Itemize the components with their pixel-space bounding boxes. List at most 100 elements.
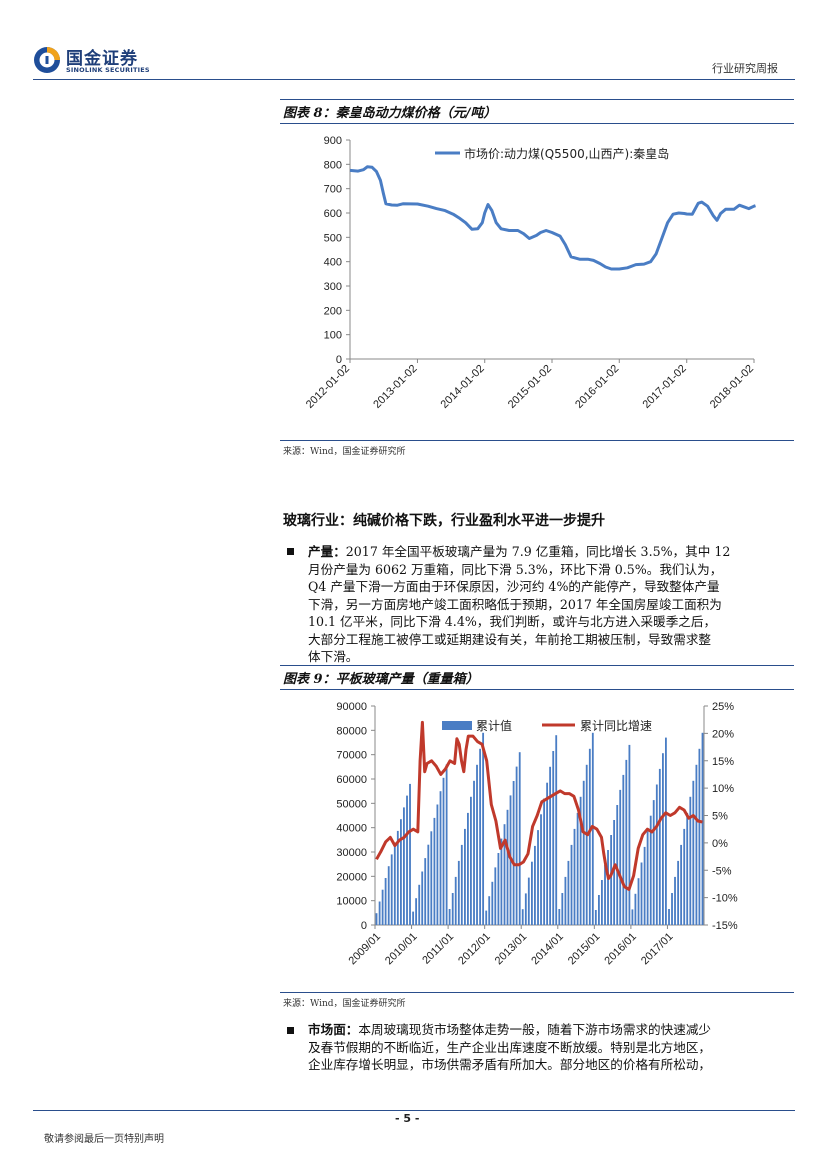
cumulative-bar: [643, 846, 646, 925]
y-tick-label: 600: [324, 208, 342, 220]
cumulative-bar: [381, 889, 384, 925]
cumulative-bar: [534, 845, 536, 925]
cumulative-bar: [686, 812, 689, 925]
left-tick-label: 60000: [336, 774, 367, 786]
x-tick-label: 2012-01-02: [304, 363, 352, 411]
y-tick-label: 800: [324, 159, 342, 171]
glass-output-chart: 0 10000 20000 30000 40000 50000 60000 70000 8000…: [336, 701, 738, 968]
cumulative-bar: [418, 884, 421, 925]
cumulative-bar: [503, 824, 506, 925]
paragraph-line: 月份产量为 6062 万重箱，同比下滑 5.3%，环比下滑 0.5%。我们认为，: [308, 561, 723, 577]
paragraph-line: 10.1 亿平米，同比下滑 4.4%，我们判断，或许与北方进入采暖季之后，: [308, 614, 717, 629]
cumulative-bar: [665, 737, 667, 925]
y-tick-label: 700: [324, 184, 342, 196]
cumulative-bar: [515, 766, 518, 925]
x-tick-label: 2015-01-02: [506, 363, 554, 411]
cumulative-bar: [649, 815, 652, 925]
right-tick-label: -5%: [712, 865, 732, 877]
cumulative-bar: [607, 850, 609, 925]
production-label: 产量：: [308, 544, 346, 559]
y-tick-label: 900: [324, 135, 342, 147]
bullet-square-icon: [287, 1027, 294, 1034]
right-tick-label: 10%: [712, 783, 734, 795]
x-tick-label: 2016-01-02: [573, 363, 621, 411]
x-tick-label: 2014/01: [529, 931, 566, 968]
figure-9-source: 来源：Wind，国金证券研究所: [283, 999, 406, 1009]
cumulative-bar: [683, 828, 686, 925]
x-tick-label: 2016/01: [602, 931, 639, 968]
cumulative-bar: [476, 764, 478, 925]
cumulative-bar: [396, 830, 399, 925]
cumulative-bar: [460, 844, 463, 925]
cumulative-bar: [658, 768, 661, 925]
cumulative-bar: [448, 909, 451, 925]
x-tick-label: 2017/01: [639, 931, 676, 968]
cumulative-bar: [582, 780, 585, 925]
right-tick-label: -15%: [712, 920, 738, 932]
x-tick-label: 2017-01-02: [641, 363, 689, 411]
cumulative-bar: [543, 798, 546, 925]
cumulative-bar: [585, 764, 588, 925]
cumulative-bar: [473, 780, 475, 925]
y-tick-label: 300: [324, 281, 342, 293]
cumulative-bar: [521, 909, 524, 925]
cumulative-bar: [424, 858, 427, 925]
cumulative-bar: [442, 777, 445, 925]
cumulative-bar: [561, 893, 564, 925]
cumulative-bar: [573, 828, 576, 925]
left-tick-label: 20000: [336, 871, 367, 883]
cumulative-bar: [445, 764, 448, 925]
cumulative-bar: [598, 895, 600, 925]
left-tick-label: 0: [361, 920, 367, 932]
cumulative-bar: [436, 804, 439, 925]
figure-8-top-rule: [280, 99, 794, 100]
cumulative-bar: [616, 805, 619, 925]
cumulative-bar: [613, 820, 616, 925]
cumulative-bar: [564, 876, 567, 925]
cumulative-bar: [403, 807, 405, 925]
cumulative-bar: [546, 782, 549, 925]
legend-line-label: 累计同比增速: [580, 719, 652, 733]
cumulative-bar: [430, 831, 433, 925]
cumulative-bar: [375, 913, 378, 925]
cumulative-bar: [454, 876, 457, 925]
cumulative-bar: [482, 732, 485, 925]
cumulative-bar: [555, 735, 558, 925]
x-tick-label: 2013/01: [493, 931, 530, 968]
cumulative-bar: [512, 781, 515, 925]
cumulative-bar: [433, 817, 436, 925]
right-tick-label: 5%: [712, 811, 728, 823]
figure-8-source: 来源：Wind，国金证券研究所: [283, 447, 406, 457]
right-tick-label: 20%: [712, 728, 734, 740]
cumulative-bar: [579, 796, 582, 925]
x-tick-label: 2011/01: [420, 931, 456, 967]
coal-price-series-line: [349, 165, 756, 271]
cumulative-bar: [488, 896, 491, 925]
cumulative-bar: [576, 812, 579, 925]
header-divider: [33, 79, 795, 80]
paragraph-line: 产量：2017 年全国平板玻璃产量为 7.9 亿重箱，同比增长 3.5%，其中 …: [308, 544, 731, 559]
paragraph-line: 市场面：本周玻璃现货市场整体走势一般，随着下游市场需求的快速减少: [308, 1022, 711, 1037]
cumulative-bar: [491, 881, 494, 925]
cumulative-bar: [467, 812, 469, 925]
cumulative-bar: [701, 732, 704, 925]
cumulative-bar: [390, 854, 393, 925]
cumulative-bar: [692, 780, 695, 925]
cumulative-bar: [674, 876, 676, 925]
cumulative-bar: [570, 844, 573, 925]
cumulative-bar: [412, 911, 415, 925]
left-tick-label: 80000: [336, 725, 367, 737]
cumulative-bar: [479, 748, 482, 925]
left-tick-label: 10000: [336, 896, 367, 908]
footer-divider: [33, 1110, 795, 1111]
x-tick-label: 2013-01-02: [371, 363, 419, 411]
y-tick-label: 500: [324, 232, 342, 244]
logo-en-text: SINOLINK SECURITIES: [66, 66, 150, 74]
cumulative-bar: [655, 784, 658, 925]
left-tick-label: 70000: [336, 750, 367, 762]
cumulative-bar: [619, 789, 622, 925]
cumulative-bar: [628, 744, 631, 925]
figure-8-title: 图表 8：秦皇岛动力煤价格（元/吨）: [283, 106, 497, 121]
y-tick-label: 100: [324, 330, 342, 342]
cumulative-bar: [668, 909, 670, 925]
